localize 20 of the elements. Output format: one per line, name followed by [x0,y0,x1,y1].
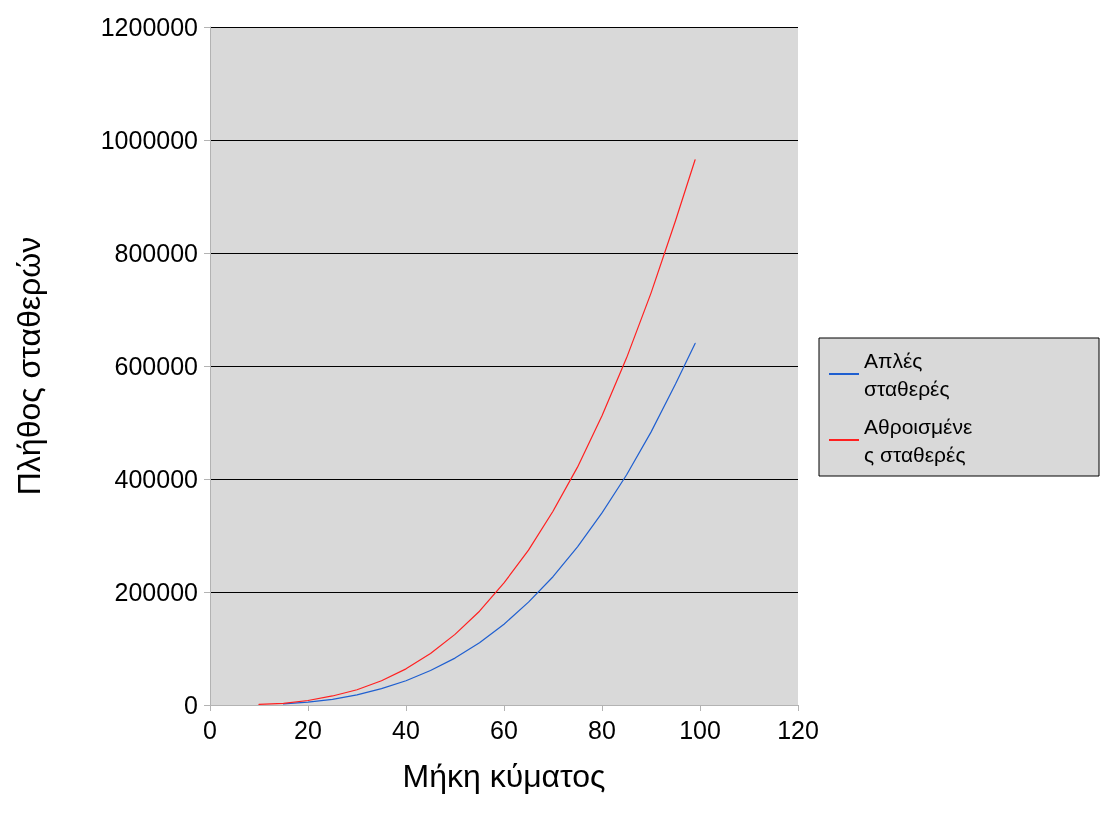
y-tick-label: 0 [184,691,198,719]
y-tick-label: 1000000 [100,126,198,154]
x-tick-label: 120 [777,715,819,744]
x-tick-label: 60 [490,715,518,744]
x-tick-label: 0 [203,715,217,744]
line-series [282,342,696,705]
legend-label: Αθροισμένες σταθερές [864,414,973,466]
y-tick-label: 800000 [114,239,198,267]
x-tick-label: 40 [392,715,420,744]
y-axis-title: Πλήθος σταθερών [11,236,47,496]
x-tick-label: 80 [588,715,616,744]
line-series [258,159,696,706]
x-tick-label: 100 [679,715,721,744]
y-tick-label: 1200000 [100,13,198,41]
legend-label: Απλές σταθερές [864,348,950,400]
x-axis-title: Μήκη κύματος [402,758,606,794]
x-tick-label: 20 [294,715,322,744]
y-tick-label: 200000 [114,578,198,606]
y-tick-label: 600000 [114,352,198,380]
y-tick-label: 400000 [114,465,198,493]
